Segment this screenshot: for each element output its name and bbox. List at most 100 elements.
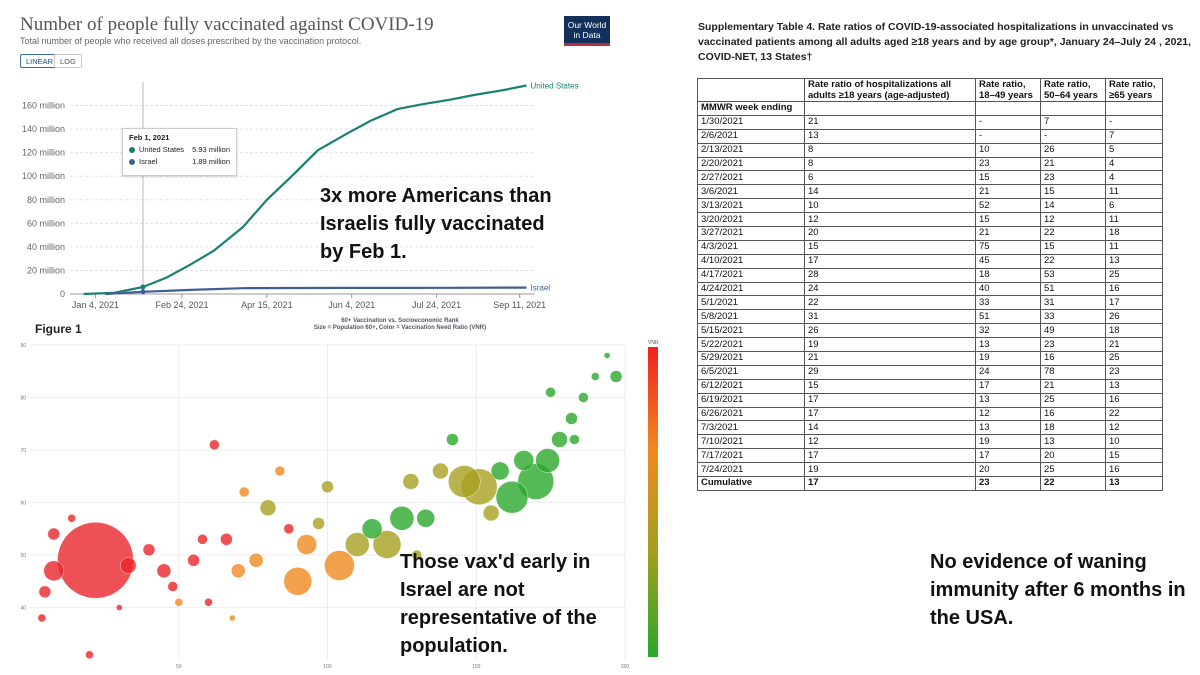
series-line-united-states[interactable] [83,84,527,296]
table-cell: 23 [1105,364,1163,380]
line-chart-plot[interactable]: 0 20 million 40 million 60 million 80 millio… [0,70,600,315]
bubble-point[interactable] [156,563,172,579]
bubble-point[interactable] [490,461,510,481]
bubble-point[interactable] [283,523,294,535]
table-cell: 11 [1105,184,1163,200]
bubble-chart-plot[interactable]: 40 50 60 70 80 90 50 100 150 200 VNR [0,335,680,675]
bubble-point[interactable] [416,509,435,528]
bubble-point[interactable] [220,533,233,546]
bubble-point[interactable] [174,598,184,607]
table-cell: - [975,114,1041,130]
bubble-point[interactable] [609,370,623,383]
bubble-point[interactable] [142,543,156,557]
table-row: 5/22/2021 19 13 23 21 [697,337,1163,353]
bubble-y-tick-label: 70 [20,448,26,454]
table-cell: 13 [804,128,976,144]
table-row-date: 5/29/2021 [697,351,805,366]
bubble-point[interactable] [197,534,208,545]
table-cell: 17 [804,253,976,269]
bubble-point[interactable] [283,567,312,596]
table-cell [804,101,976,116]
table-cell: 14 [804,184,976,200]
bubble-point[interactable] [204,598,213,607]
bubble-point[interactable] [446,433,459,446]
table-cell: 16 [1040,406,1106,422]
bubble-point[interactable] [231,563,246,579]
bubble-point[interactable] [603,352,611,359]
figure-label: Figure 1 [35,322,82,336]
bubble-point[interactable] [274,465,286,477]
bubble-point[interactable] [209,439,220,451]
table-cell: 26 [1105,309,1163,325]
y-tick-label: 20 million [27,265,65,275]
bubble-point[interactable] [402,473,419,490]
chart-tooltip: Feb 1, 2021 United States 5.93 million I… [122,128,237,176]
y-tick-label: 120 million [22,148,65,158]
bubble-point[interactable] [119,557,137,574]
bubble-point[interactable] [312,517,325,530]
bubble-point[interactable] [296,534,317,555]
bubble-point[interactable] [116,604,123,611]
bubble-point[interactable] [569,434,580,445]
table-cell: 14 [1040,198,1106,214]
bubble-point[interactable] [345,532,370,557]
table-cell: 16 [1105,281,1163,297]
bubble-point[interactable] [513,450,534,471]
table-cell [975,101,1041,116]
bubble-point[interactable] [495,480,529,514]
table-cell: 31 [1040,295,1106,311]
table-header-50-64: Rate ratio, 50–64 years [1040,78,1106,102]
x-tick-label: Jun 4, 2021 [328,300,375,310]
table-row: 7/24/2021 19 20 25 16 [697,462,1163,478]
table-cumulative-cell: 23 [975,476,1041,491]
series-hover-point [140,289,146,295]
bubble-point[interactable] [324,550,355,581]
table-row-date: 1/30/2021 [697,114,805,130]
table-cell: 12 [804,212,976,228]
bubble-point[interactable] [535,448,560,473]
table-row-date: 4/10/2021 [697,253,805,269]
bubble-point[interactable] [545,387,556,398]
bubble-point[interactable] [67,514,76,523]
table-cell: 13 [1040,434,1106,450]
table-cell: 10 [975,142,1041,158]
series-line-israel[interactable] [105,286,527,296]
owid-logo[interactable]: Our World in Data [564,16,610,46]
bubble-point[interactable] [578,392,589,403]
bubble-point[interactable] [432,462,449,480]
table-row: 5/1/2021 22 33 31 17 [697,295,1163,311]
table-row-date: 3/27/2021 [697,226,805,241]
log-scale-button[interactable]: LOG [54,54,82,68]
bubble-point[interactable] [259,499,277,517]
bubble-point[interactable] [47,527,60,541]
bubble-point[interactable] [321,480,334,494]
table-header-blank [697,78,805,102]
table-cell [1105,101,1163,116]
bubble-point[interactable] [85,650,94,659]
bubble-point[interactable] [38,585,52,598]
table-cell: 11 [1105,212,1163,228]
bubble-point[interactable] [229,614,236,622]
bubble-point[interactable] [389,506,415,531]
bubble-point[interactable] [43,560,64,582]
bubble-point[interactable] [551,431,568,448]
line-chart-annotation: 3x more Americans than Israelis fully va… [320,185,552,263]
bubble-point[interactable] [482,504,500,522]
table-cell: 17 [975,378,1041,394]
bubble-point[interactable] [37,613,47,623]
table-cell: 25 [1040,392,1106,408]
table-cell: 12 [1040,212,1106,228]
bubble-point[interactable] [248,553,264,568]
bubble-point[interactable] [448,465,481,498]
bubble-point[interactable] [167,581,179,592]
bubble-point[interactable] [565,412,578,425]
bubble-point[interactable] [591,372,600,381]
bubble-point[interactable] [411,549,422,561]
bubble-point[interactable] [238,486,250,498]
table-cell: - [1040,128,1106,144]
bubble-point[interactable] [372,530,402,559]
table-row-date: 6/19/2021 [697,392,805,408]
bubble-point[interactable] [361,518,383,540]
bubble-point[interactable] [187,554,200,567]
table-cell: 53 [1040,267,1106,283]
